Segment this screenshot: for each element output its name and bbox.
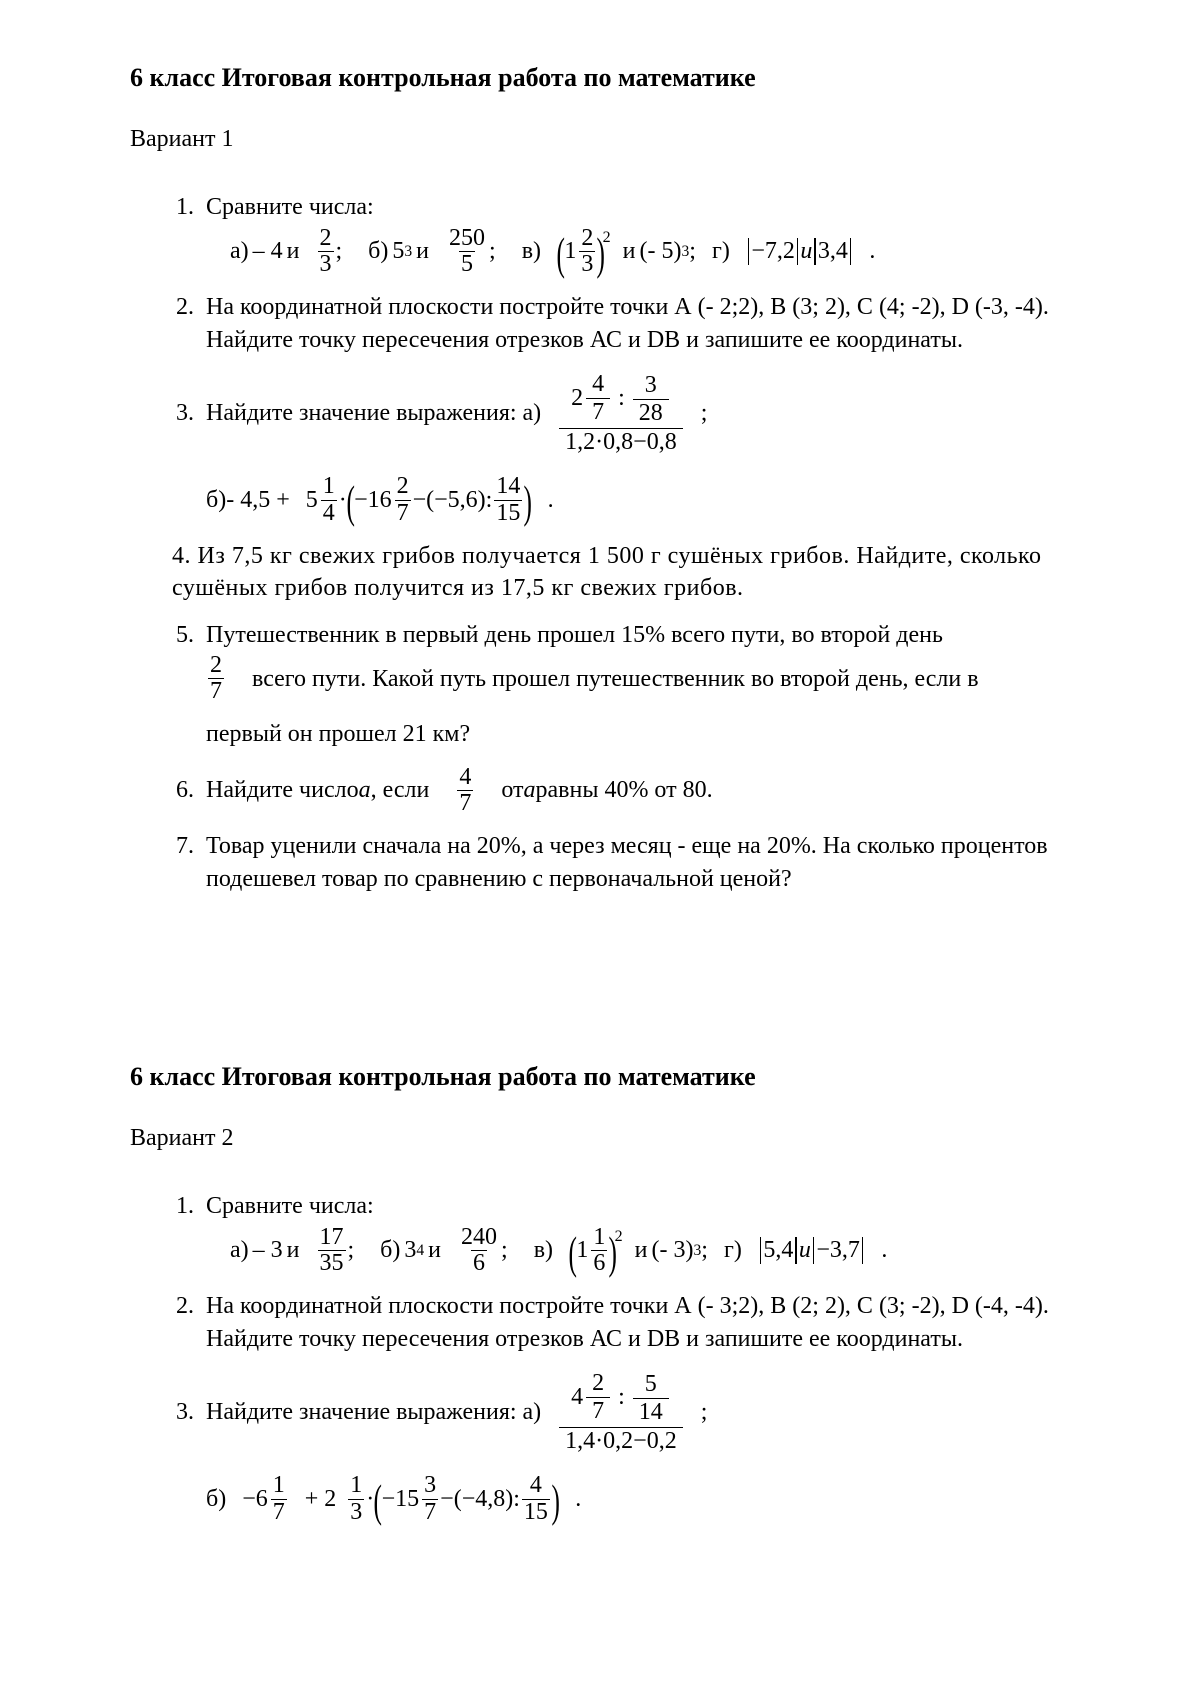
t3-lead: Найдите значение выражения: а)	[206, 397, 541, 429]
task-6: Найдите число а , если 4 7 от а равны 40…	[200, 765, 1080, 816]
t6-frac: 4 7	[457, 765, 473, 816]
task-4: 4. Из 7,5 кг свежих грибов получается 1 …	[166, 540, 1080, 605]
task-3-v2: Найдите значение выражения: а) 4 2 7 :	[200, 1369, 1080, 1525]
lparen-icon: (	[556, 233, 564, 274]
doc-title-1: 6 класс Итоговая контрольная работа по м…	[130, 60, 1080, 95]
task-2-v2: На координатной плоскости постройте точк…	[200, 1290, 1080, 1355]
task-1-row: а) – 4 и 2 3 ; б) 53 и 250 5	[206, 226, 1080, 277]
doc-title-2: 6 класс Итоговая контрольная работа по м…	[130, 1059, 1080, 1094]
t1-v-mixed: 1 2 3	[564, 226, 597, 277]
t5-frac: 2 7	[208, 653, 224, 704]
t1-b-left: 5	[392, 235, 404, 267]
t3-b-lead: б)- 4,5 +	[206, 484, 290, 516]
variant-1-label: Вариант 1	[130, 123, 1080, 155]
label-g: г)	[712, 235, 730, 267]
document-page: 6 класс Итоговая контрольная работа по м…	[0, 0, 1190, 1684]
label-a: а)	[230, 235, 249, 267]
label-v: в)	[522, 235, 541, 267]
task-5: Путешественник в первый день прошел 15% …	[200, 619, 1080, 751]
t1-a-left: – 4	[253, 235, 283, 267]
t1-b-frac: 250 5	[447, 226, 487, 277]
t3-a-bigfrac: 2 4 7 : 3 28 1,2·0,8−0,8	[559, 370, 683, 456]
task-3: Найдите значение выражения: а) 2 4 7 :	[200, 370, 1080, 526]
t1-v-right: (- 5)	[640, 235, 682, 267]
t1-a-frac: 2 3	[318, 226, 334, 277]
task-2: На координатной плоскости постройте точк…	[200, 291, 1080, 356]
task-1-v2: Сравните числа: а) – 3 и 17 35 ; б) 34 и	[200, 1190, 1080, 1276]
abs-1: −7,2	[746, 235, 801, 267]
tasks-variant-1: Сравните числа: а) – 4 и 2 3 ; б) 53	[130, 191, 1080, 894]
task-7: Товар уценили сначала на 20%, а через ме…	[200, 830, 1080, 895]
section-gap	[130, 909, 1080, 1059]
variant-2-label: Вариант 2	[130, 1122, 1080, 1154]
and: и	[287, 235, 300, 267]
task-1: Сравните числа: а) – 4 и 2 3 ; б) 53	[200, 191, 1080, 277]
task-1-lead: Сравните числа:	[206, 194, 374, 220]
abs-2: 3,4	[812, 235, 853, 267]
tasks-variant-2: Сравните числа: а) – 3 и 17 35 ; б) 34 и	[130, 1190, 1080, 1524]
label-b: б)	[368, 235, 388, 267]
t3-b-mixed: 5 1 4	[306, 474, 339, 525]
